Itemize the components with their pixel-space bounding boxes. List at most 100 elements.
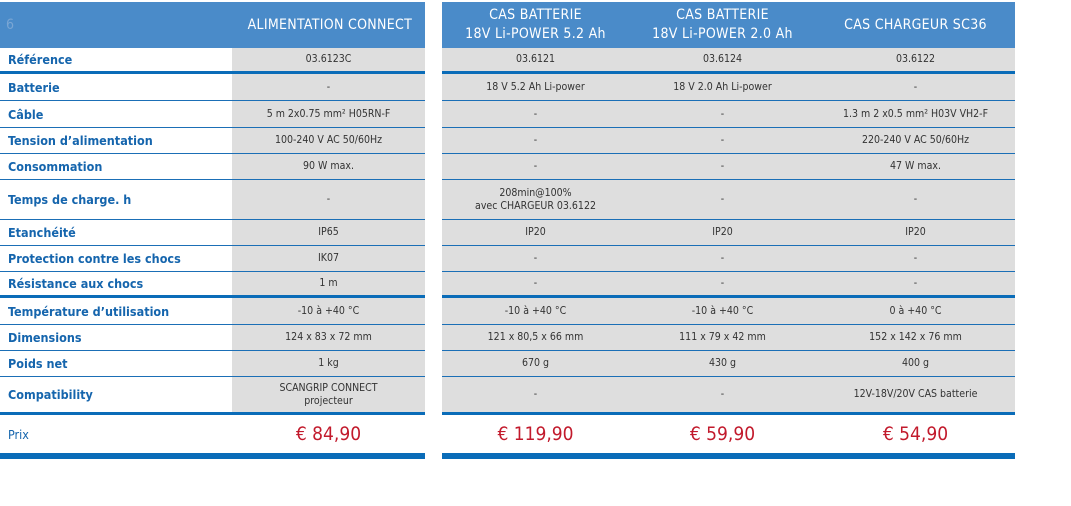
cell-value: 03.6122 bbox=[816, 48, 1015, 71]
table-row: 208min@100% avec CHARGEUR 03.6122- - bbox=[442, 180, 1015, 220]
table-row: Compatibility SCANGRIP CONNECT projecteur bbox=[0, 377, 425, 415]
table-row: Câble 5 m 2x0.75 mm² H05RN-F bbox=[0, 101, 425, 128]
cell-value: 90 W max. bbox=[232, 154, 425, 179]
price-value: € 119,90 bbox=[442, 415, 629, 453]
cell-value: 18 V 2.0 Ah Li-power bbox=[629, 74, 816, 100]
row-label: Résistance aux chocs bbox=[0, 272, 232, 295]
cell-value: 1 kg bbox=[232, 351, 425, 376]
cell-value: IK07 bbox=[232, 246, 425, 271]
cell-value: 400 g bbox=[816, 351, 1015, 376]
cell-value: 121 x 80,5 x 66 mm bbox=[442, 325, 629, 350]
column-header: CAS BATTERIE 18V Li-POWER 2.0 Ah bbox=[652, 7, 793, 42]
column-header: CAS BATTERIE 18V Li-POWER 5.2 Ah bbox=[465, 7, 606, 42]
table-row: Poids net 1 kg bbox=[0, 351, 425, 377]
price-value: € 54,90 bbox=[816, 415, 1015, 453]
cell-value: 430 g bbox=[629, 351, 816, 376]
row-label: Compatibility bbox=[0, 377, 232, 412]
cell-value: - bbox=[442, 272, 629, 295]
cell-value: 124 x 83 x 72 mm bbox=[232, 325, 425, 350]
cell-value: -10 à +40 °C bbox=[442, 298, 629, 324]
price-value: € 59,90 bbox=[629, 415, 816, 453]
row-label: Consommation bbox=[0, 154, 232, 179]
table-row: Tension d’alimentation 100-240 V AC 50/60… bbox=[0, 128, 425, 154]
table-row: Protection contre les chocs IK07 bbox=[0, 246, 425, 272]
row-label: Câble bbox=[0, 101, 232, 127]
cell-value: - bbox=[629, 246, 816, 271]
comparison-table-right: CAS BATTERIE 18V Li-POWER 5.2 Ah CAS BAT… bbox=[442, 2, 1015, 459]
table-bottom-bar bbox=[442, 453, 1015, 459]
cell-value: - bbox=[629, 101, 816, 127]
price-value: € 84,90 bbox=[232, 415, 425, 453]
table-row: Batterie - bbox=[0, 74, 425, 101]
cell-value: 220-240 V AC 50/60Hz bbox=[816, 128, 1015, 153]
cell-value: - bbox=[442, 246, 629, 271]
row-label: Référence bbox=[0, 48, 232, 71]
table-bottom-bar bbox=[0, 453, 425, 459]
column-header: ALIMENTATION CONNECT bbox=[247, 16, 413, 33]
table-row: Dimensions 124 x 83 x 72 mm bbox=[0, 325, 425, 351]
table-row: - -1.3 m 2 x0.5 mm² H03V VH2-F bbox=[442, 101, 1015, 128]
cell-value: 152 x 142 x 76 mm bbox=[816, 325, 1015, 350]
cell-value: SCANGRIP CONNECT projecteur bbox=[232, 377, 425, 412]
row-label: Tension d’alimentation bbox=[0, 128, 232, 153]
table-row: - -47 W max. bbox=[442, 154, 1015, 180]
cell-value: 03.6124 bbox=[629, 48, 816, 71]
cell-value: -10 à +40 °C bbox=[629, 298, 816, 324]
cell-value: - bbox=[442, 128, 629, 153]
cell-value: IP65 bbox=[232, 220, 425, 245]
table-row: Résistance aux chocs 1 m bbox=[0, 272, 425, 298]
row-label: Prix bbox=[0, 415, 232, 453]
table-row: --- bbox=[442, 272, 1015, 298]
row-label: Temps de charge. h bbox=[0, 180, 232, 219]
cell-value: 100-240 V AC 50/60Hz bbox=[232, 128, 425, 153]
table-header: 6 ALIMENTATION CONNECT bbox=[0, 2, 425, 48]
cell-value: - bbox=[232, 74, 425, 100]
table-row: Référence 03.6123C bbox=[0, 48, 425, 74]
cell-value: 03.6121 bbox=[442, 48, 629, 71]
table-row: --- bbox=[442, 246, 1015, 272]
table-row: IP20 IP20 IP20 bbox=[442, 220, 1015, 246]
cell-value: 18 V 5.2 Ah Li-power bbox=[442, 74, 629, 100]
row-label: Poids net bbox=[0, 351, 232, 376]
row-label: Batterie bbox=[0, 74, 232, 100]
cell-value: IP20 bbox=[629, 220, 816, 245]
row-label: Température d’utilisation bbox=[0, 298, 232, 324]
column-header: CAS CHARGEUR SC36 bbox=[844, 16, 987, 33]
cell-value: - bbox=[629, 154, 816, 179]
cell-value: - bbox=[816, 180, 1015, 219]
cell-value: - bbox=[232, 180, 425, 219]
table-row: Temps de charge. h- bbox=[0, 180, 425, 220]
price-row: € 119,90 € 59,90 € 54,90 bbox=[442, 415, 1015, 453]
cell-value: - bbox=[816, 246, 1015, 271]
price-row: Prix € 84,90 bbox=[0, 415, 425, 453]
cell-value: 208min@100% avec CHARGEUR 03.6122 bbox=[442, 180, 629, 219]
cell-value: - bbox=[629, 272, 816, 295]
cell-value: IP20 bbox=[442, 220, 629, 245]
table-row: -10 à +40 °C -10 à +40 °C 0 à +40 °C bbox=[442, 298, 1015, 325]
header-corner: 6 bbox=[6, 16, 15, 33]
cell-value: -10 à +40 °C bbox=[232, 298, 425, 324]
cell-value: - bbox=[442, 101, 629, 127]
cell-value: 1.3 m 2 x0.5 mm² H03V VH2-F bbox=[816, 101, 1015, 127]
cell-value: 0 à +40 °C bbox=[816, 298, 1015, 324]
table-row: Température d’utilisation -10 à +40 °C bbox=[0, 298, 425, 325]
cell-value: 1 m bbox=[232, 272, 425, 295]
cell-value: 47 W max. bbox=[816, 154, 1015, 179]
table-row: 18 V 5.2 Ah Li-power 18 V 2.0 Ah Li-power… bbox=[442, 74, 1015, 101]
comparison-table-left: 6 ALIMENTATION CONNECT Référence 03.6123C… bbox=[0, 2, 425, 459]
cell-value: - bbox=[629, 377, 816, 412]
cell-value: 5 m 2x0.75 mm² H05RN-F bbox=[232, 101, 425, 127]
table-row: 670 g 430 g 400 g bbox=[442, 351, 1015, 377]
cell-value: IP20 bbox=[816, 220, 1015, 245]
table-row: Consommation 90 W max. bbox=[0, 154, 425, 180]
cell-value: - bbox=[816, 74, 1015, 100]
cell-value: 12V-18V/20V CAS batterie bbox=[816, 377, 1015, 412]
cell-value: - bbox=[442, 154, 629, 179]
cell-value: - bbox=[629, 180, 816, 219]
cell-value: 670 g bbox=[442, 351, 629, 376]
table-row: 03.6121 03.6124 03.6122 bbox=[442, 48, 1015, 74]
cell-value: 03.6123C bbox=[232, 48, 425, 71]
cell-value: - bbox=[442, 377, 629, 412]
table-row: - -12V-18V/20V CAS batterie bbox=[442, 377, 1015, 415]
row-label: Protection contre les chocs bbox=[0, 246, 232, 271]
